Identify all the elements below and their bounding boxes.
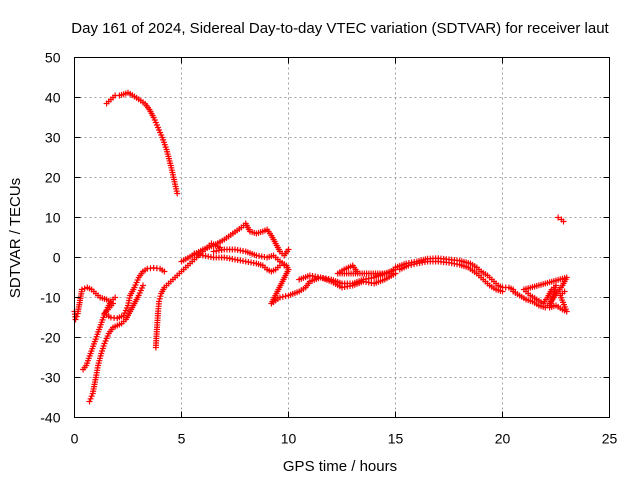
plot-frame <box>74 57 610 418</box>
data-point <box>191 250 198 257</box>
y-tick-label: -40 <box>40 410 60 426</box>
y-tick-label: 40 <box>45 90 61 106</box>
data-point <box>157 293 164 300</box>
x-tick-label: 10 <box>281 431 297 447</box>
grid <box>74 57 610 418</box>
data-point <box>560 218 567 225</box>
data-point <box>88 393 95 400</box>
data-point <box>555 214 562 221</box>
data-point <box>276 294 283 301</box>
data-point <box>86 398 93 405</box>
y-tick-label: -20 <box>40 330 60 346</box>
data-point <box>87 395 94 402</box>
data-point <box>408 261 415 268</box>
y-tick-label: 20 <box>45 170 61 186</box>
x-axis-title: GPS time / hours <box>283 458 397 475</box>
x-tick-label: 20 <box>495 431 511 447</box>
data-point <box>279 293 286 300</box>
data-point <box>499 288 506 295</box>
y-tick-label: -30 <box>40 370 60 386</box>
y-axis-title: SDTVAR / TECUs <box>7 178 24 298</box>
data-point <box>156 295 163 302</box>
data-point <box>197 251 204 258</box>
y-tick-label: 0 <box>53 250 61 266</box>
y-tick-label: -10 <box>40 290 60 306</box>
y-tick-label: 30 <box>45 130 61 146</box>
x-tick-label: 0 <box>71 431 79 447</box>
data-point <box>411 261 418 268</box>
data-point <box>405 262 412 269</box>
ticks: 0 5 10 15 20 25 -40 -30 -20 -10 0 10 20 30 40 50 <box>40 50 617 447</box>
data-points <box>71 89 570 405</box>
data-point <box>561 288 568 295</box>
x-tick-label: 5 <box>178 431 186 447</box>
chart-title: Day 161 of 2024, Sidereal Day-to-day VTE… <box>71 20 609 37</box>
data-point <box>78 286 85 293</box>
x-tick-label: 15 <box>388 431 404 447</box>
data-point <box>139 282 146 289</box>
data-point <box>112 294 119 301</box>
data-point <box>353 268 360 275</box>
y-tick-label: 10 <box>45 210 61 226</box>
data-point <box>156 298 163 305</box>
data-point <box>285 246 292 253</box>
data-point <box>161 268 168 275</box>
x-tick-label: 25 <box>602 431 618 447</box>
data-point <box>282 293 289 300</box>
data-point <box>194 251 201 258</box>
data-point <box>72 316 79 323</box>
data-point <box>174 190 181 197</box>
y-tick-label: 50 <box>45 50 61 66</box>
